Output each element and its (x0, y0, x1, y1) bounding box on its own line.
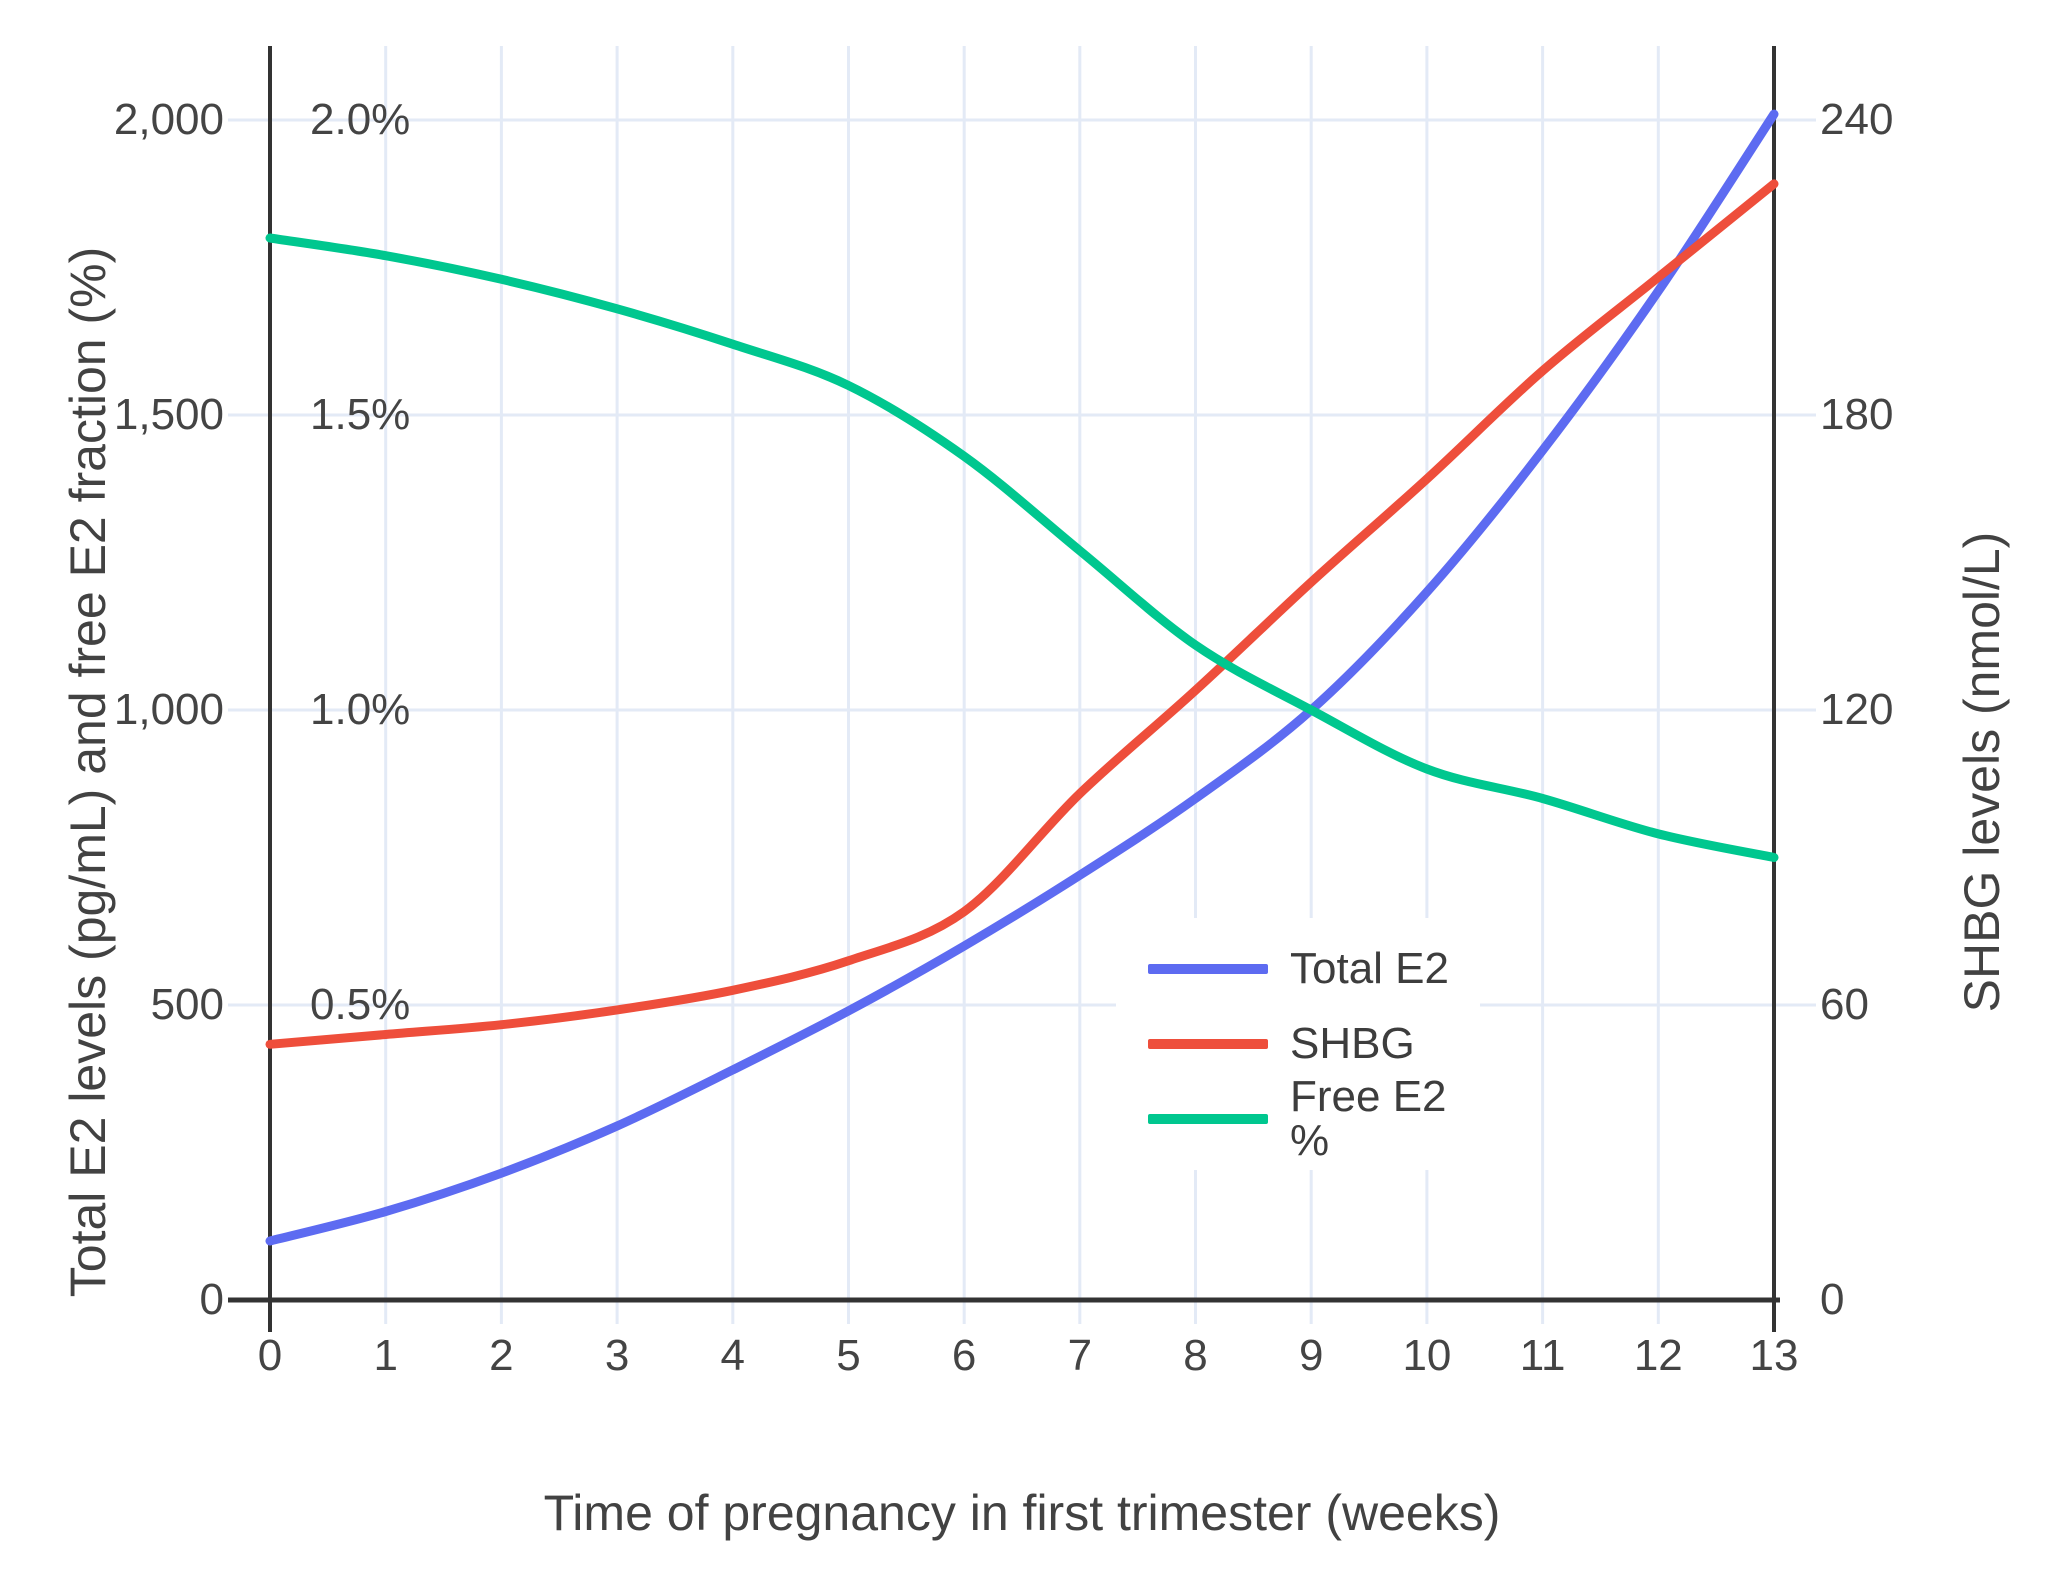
x-tick-label: 6 (951, 1331, 977, 1380)
y-percent-tick-label: 1.0% (310, 685, 411, 734)
x-tick-label: 8 (1183, 1331, 1208, 1380)
x-tick-label: 2 (489, 1331, 514, 1380)
x-tick-label: 12 (1633, 1331, 1683, 1380)
legend-swatch-free-e2 (1148, 1114, 1268, 1124)
y-axis-right-title: SHBG levels (nmol/L) (1954, 531, 2010, 1013)
x-tick-label: 5 (836, 1331, 861, 1380)
series-line-shbg (265, 179, 1779, 1049)
y-left-tick-label: 0 (199, 1275, 224, 1324)
series-line-total-e2 (265, 109, 1779, 1246)
x-tick-label: 3 (604, 1331, 630, 1380)
legend-swatch-total-e2 (1148, 964, 1268, 974)
y-axis-left-title: Total E2 levels (pg/mL) and free E2 frac… (60, 246, 116, 1298)
legend-item-shbg: SHBG (1116, 1007, 1480, 1082)
y-percent-tick-label: 2.0% (310, 95, 411, 144)
legend: Total E2 SHBG Free E2 % (1116, 918, 1480, 1170)
x-tick-label: 11 (1519, 1331, 1566, 1380)
legend-label-shbg: SHBG (1290, 1019, 1415, 1068)
series-line-free-e2- (265, 233, 1779, 862)
y-left-tick-label: 2,000 (113, 95, 224, 144)
x-tick-label: 7 (1067, 1331, 1093, 1380)
x-tick-label: 9 (1298, 1331, 1324, 1380)
y-percent-tick-label: 0.5% (310, 980, 411, 1029)
y-right-tick-label: 60 (1820, 980, 1869, 1029)
x-axis-title: Time of pregnancy in first trimester (we… (543, 1485, 1501, 1541)
x-tick-label: 0 (257, 1331, 283, 1380)
legend-label-free-e2: Free E2 % (1290, 1072, 1447, 1165)
y-left-tick-label: 1,500 (113, 390, 224, 439)
y-right-tick-label: 180 (1820, 390, 1894, 439)
y-left-tick-label: 500 (150, 980, 224, 1029)
y-percent-tick-label: 1.5% (310, 390, 411, 439)
legend-item-free-e2: Free E2 % (1116, 1075, 1480, 1163)
x-tick-label: 1 (373, 1331, 398, 1380)
y-right-tick-label: 120 (1820, 685, 1894, 734)
y-right-tick-label: 0 (1820, 1275, 1845, 1324)
x-tick-label: 4 (720, 1331, 746, 1380)
x-tick-label: 10 (1402, 1331, 1452, 1380)
legend-item-total-e2: Total E2 (1116, 932, 1480, 1007)
legend-swatch-shbg (1148, 1039, 1268, 1049)
y-left-tick-label: 1,000 (113, 685, 224, 734)
x-tick-label: 13 (1749, 1331, 1799, 1380)
legend-label-total-e2: Total E2 (1290, 944, 1449, 993)
y-right-tick-label: 240 (1820, 95, 1894, 144)
